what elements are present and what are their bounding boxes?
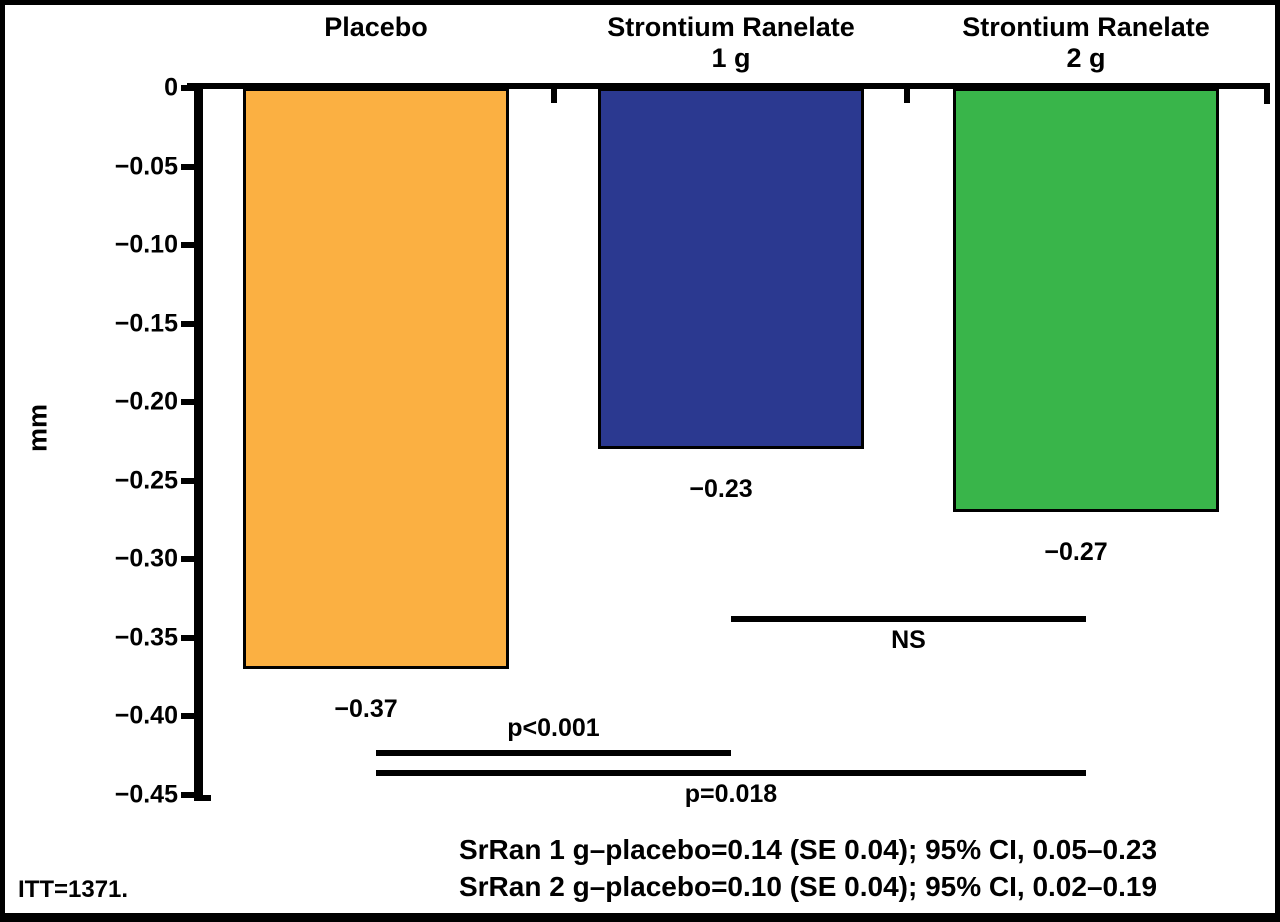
- bar-value-label-1: −0.37: [334, 695, 398, 724]
- y-tick-label: 0: [164, 73, 178, 102]
- x-axis-end-cap: [1264, 83, 1270, 104]
- column-title-3: Strontium Ranelate 2 g: [962, 12, 1210, 74]
- y-tick-label: −0.05: [114, 152, 178, 181]
- y-tick-label: −0.30: [114, 544, 178, 573]
- y-tick-mark: [181, 713, 194, 720]
- y-tick-label: −0.15: [114, 309, 178, 338]
- y-tick-mark: [181, 634, 194, 641]
- comparison-line-1: [731, 616, 1086, 622]
- column-title-2: Strontium Ranelate 1 g: [607, 12, 855, 74]
- category-separator-tick: [551, 89, 557, 103]
- column-title-line: Strontium Ranelate: [607, 12, 855, 42]
- y-tick-label: −0.35: [114, 623, 178, 652]
- y-tick-mark: [181, 399, 194, 406]
- comparison-label-2: p<0.001: [507, 714, 600, 742]
- y-tick-mark: [181, 477, 194, 484]
- y-tick-mark: [181, 85, 194, 91]
- y-tick-label: −0.25: [114, 466, 178, 495]
- y-axis-line: [194, 83, 203, 801]
- bar-value-label-2: −0.23: [689, 475, 753, 504]
- x-axis-line: [187, 83, 1270, 89]
- bar-value-label-3: −0.27: [1044, 538, 1108, 567]
- bar-2: [598, 88, 864, 450]
- annotation-srran2: SrRan 2 g–placebo=0.10 (SE 0.04); 95% CI…: [458, 871, 1158, 902]
- category-separator-tick: [904, 89, 910, 103]
- y-axis-foot: [194, 795, 211, 801]
- annotations-block: SrRan 1 g–placebo=0.14 (SE 0.04); 95% CI…: [422, 831, 1194, 905]
- annotation-srran1: SrRan 1 g–placebo=0.14 (SE 0.04); 95% CI…: [458, 834, 1158, 865]
- y-axis-label: mm: [22, 403, 53, 453]
- y-tick-label: −0.45: [114, 780, 178, 809]
- column-title-line: 2 g: [1066, 43, 1106, 73]
- column-title-line: 1 g: [711, 43, 751, 73]
- y-tick-label: −0.10: [114, 230, 178, 259]
- comparison-line-3: [376, 770, 1086, 776]
- y-tick-label: −0.20: [114, 387, 178, 416]
- column-title-line: Strontium Ranelate: [962, 12, 1210, 42]
- y-tick-mark: [181, 242, 194, 249]
- comparison-label-3: p=0.018: [684, 780, 778, 808]
- comparison-line-2: [376, 750, 731, 756]
- y-tick-label: −0.40: [114, 701, 178, 730]
- y-tick-mark: [181, 792, 194, 798]
- comparison-label-1: NS: [891, 626, 926, 654]
- y-tick-mark: [181, 556, 194, 563]
- y-tick-mark: [181, 320, 194, 327]
- column-title-1: Placebo: [324, 12, 428, 43]
- bar-3: [953, 88, 1219, 513]
- column-title-line: Placebo: [324, 12, 428, 42]
- y-tick-mark: [181, 163, 194, 170]
- bar-1: [243, 88, 509, 670]
- footnote-itt: ITT=1371.: [18, 876, 129, 903]
